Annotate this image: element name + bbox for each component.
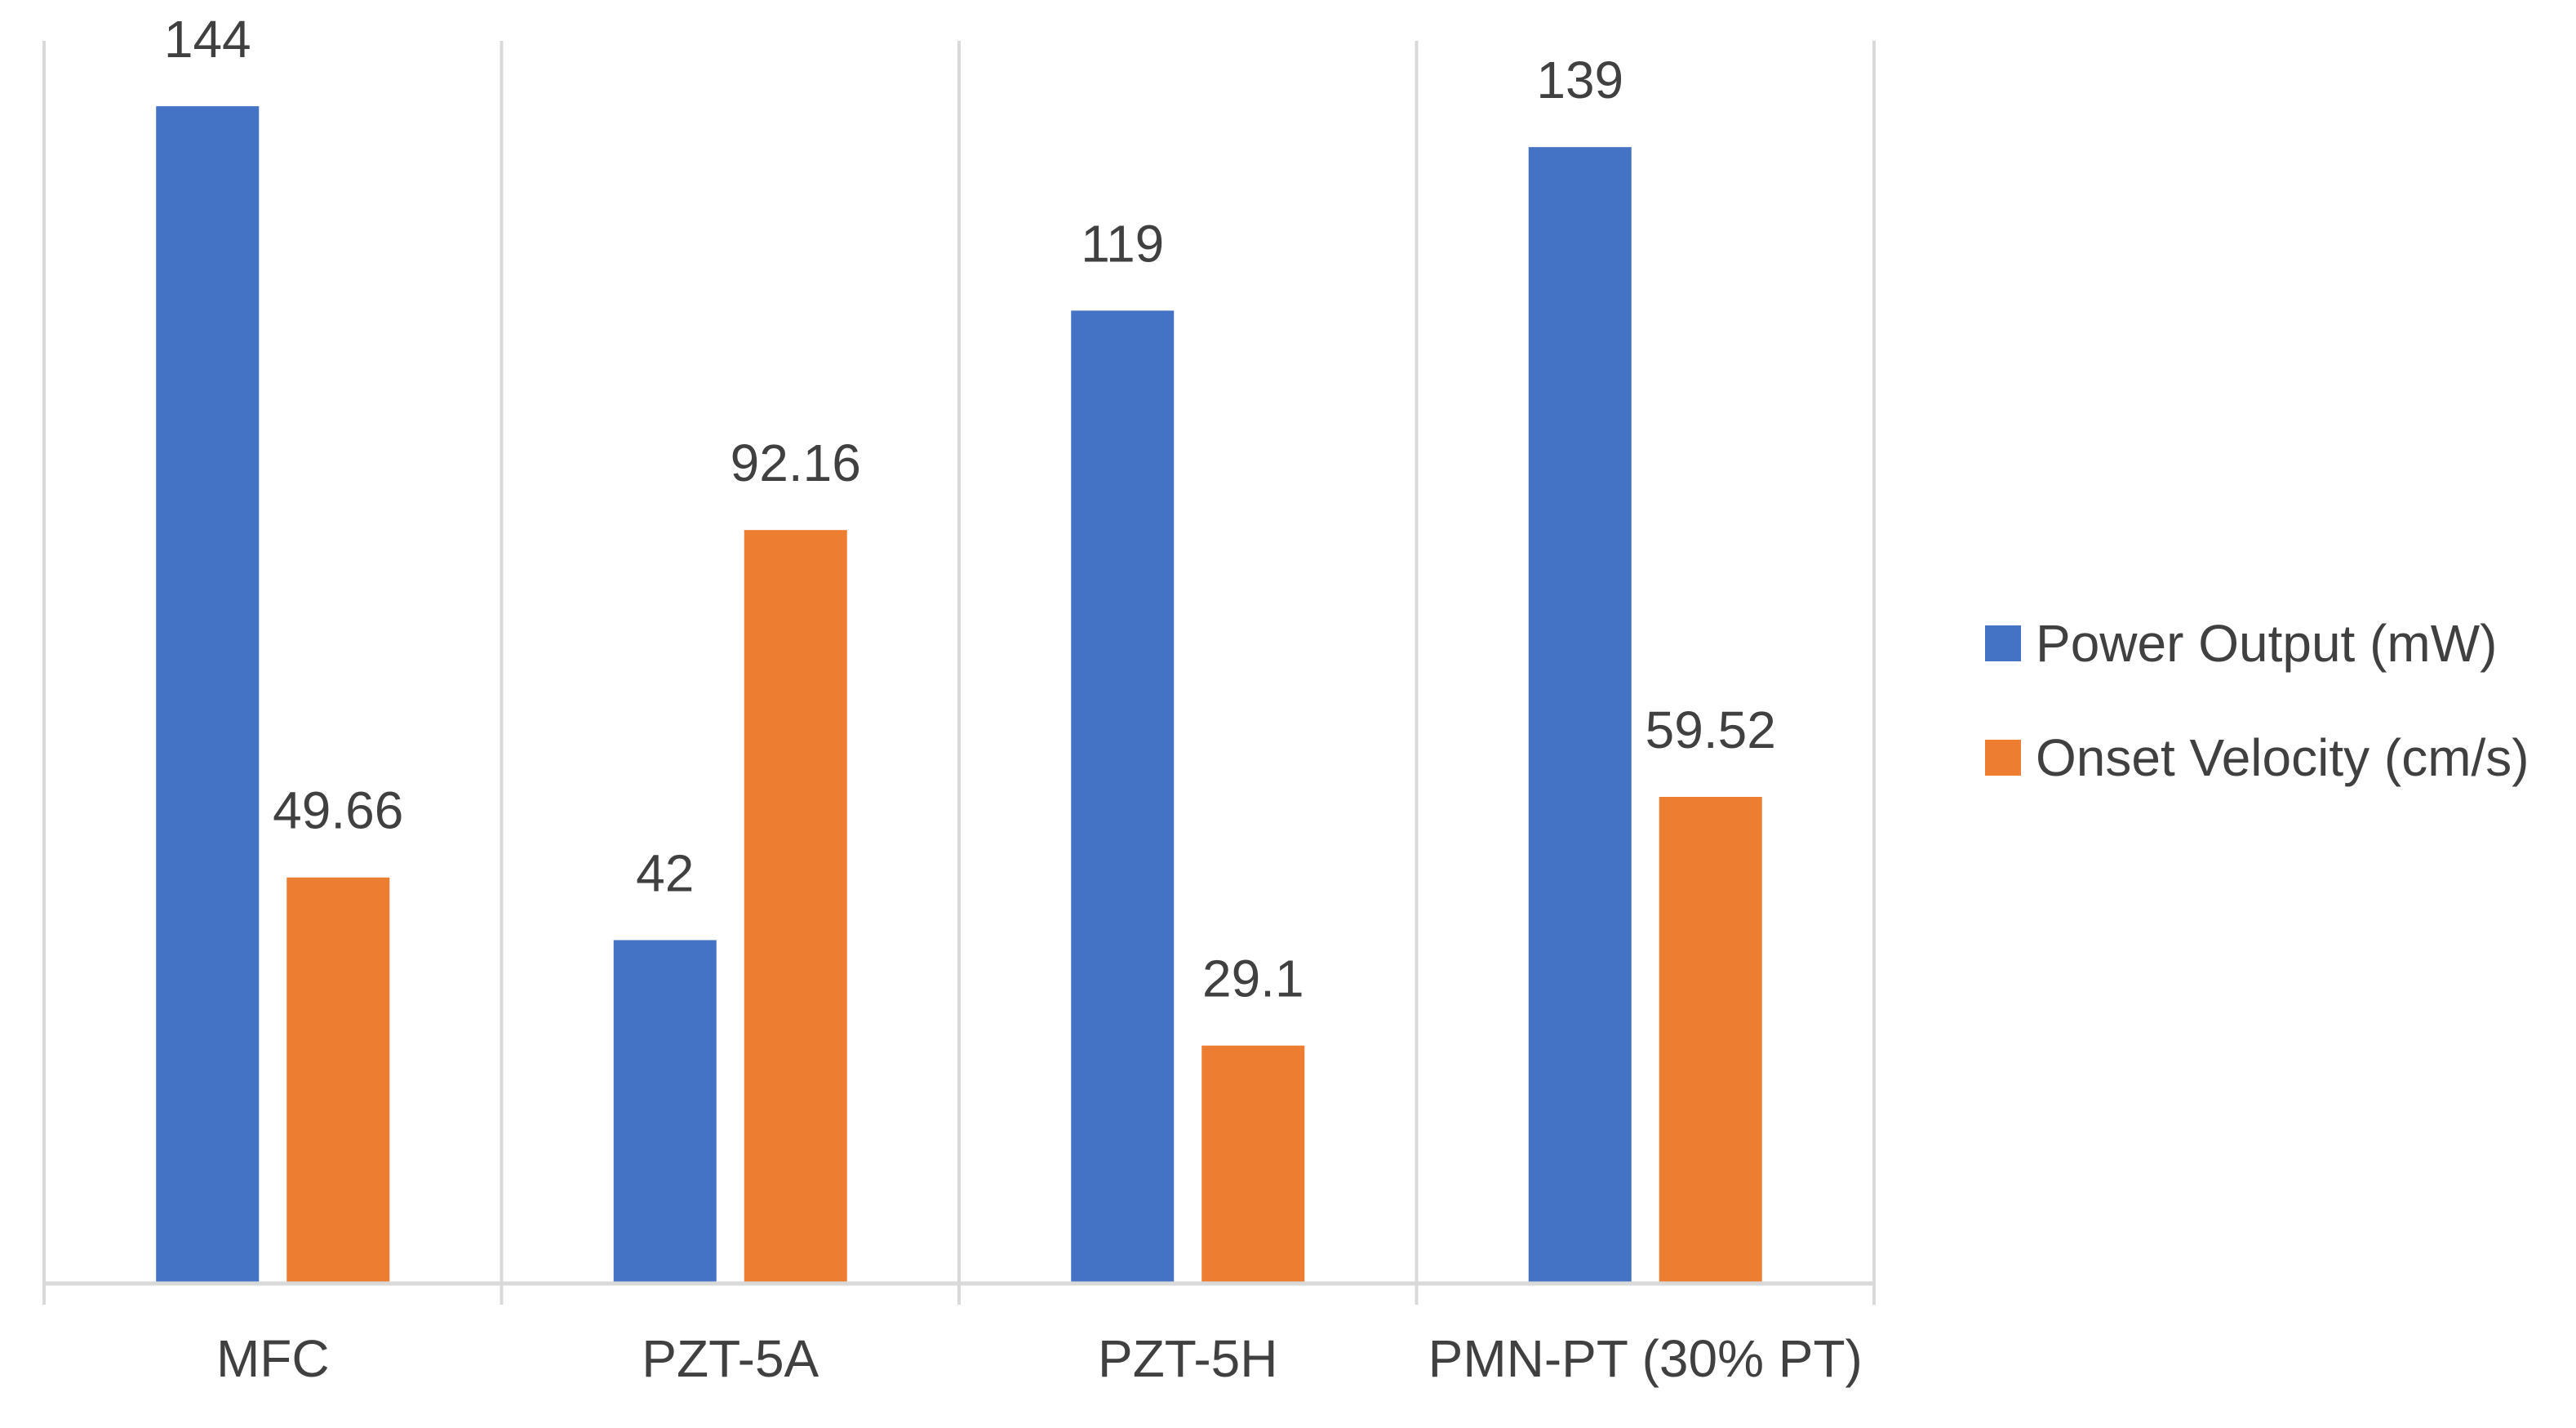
- bar-onset-velocity-0: [286, 877, 390, 1283]
- legend: Power Output (mW) Onset Velocity (cm/s): [1985, 614, 2529, 787]
- x-axis: MFC PZT-5A PZT-5H PMN-PT (30% PT): [44, 1281, 1874, 1388]
- legend-swatch-power-output: [1985, 625, 2021, 661]
- legend-label-power-output: Power Output (mW): [2036, 614, 2497, 673]
- data-labels: 144 49.66 42 92.16 119 29.1 139 59.52: [164, 10, 1776, 1008]
- bar-onset-velocity-2: [1201, 1045, 1305, 1283]
- data-label-power-output-1: 42: [636, 843, 694, 902]
- bar-onset-velocity-1: [744, 530, 847, 1283]
- x-tick-label-0: MFC: [216, 1329, 330, 1388]
- x-tick-label-3: PMN-PT (30% PT): [1428, 1329, 1863, 1388]
- data-label-onset-velocity-3: 59.52: [1646, 701, 1776, 759]
- bar-power-output-1: [613, 940, 717, 1283]
- data-label-power-output-2: 119: [1081, 214, 1164, 273]
- data-label-onset-velocity-0: 49.66: [273, 781, 403, 840]
- bar-power-output-2: [1071, 310, 1175, 1283]
- x-tick-label-1: PZT-5A: [642, 1329, 819, 1388]
- data-label-power-output-0: 144: [164, 10, 251, 69]
- bar-onset-velocity-3: [1659, 797, 1762, 1283]
- grid-lines: [42, 41, 1876, 1305]
- bar-power-output-3: [1528, 147, 1632, 1284]
- bar-power-output-0: [156, 106, 260, 1284]
- legend-swatch-onset-velocity: [1985, 740, 2021, 776]
- bars: [156, 106, 1762, 1284]
- data-label-onset-velocity-2: 29.1: [1202, 950, 1304, 1008]
- data-label-power-output-3: 139: [1536, 51, 1623, 109]
- x-tick-label-2: PZT-5H: [1098, 1329, 1277, 1388]
- data-label-onset-velocity-1: 92.16: [731, 434, 861, 492]
- legend-label-onset-velocity: Onset Velocity (cm/s): [2036, 728, 2529, 787]
